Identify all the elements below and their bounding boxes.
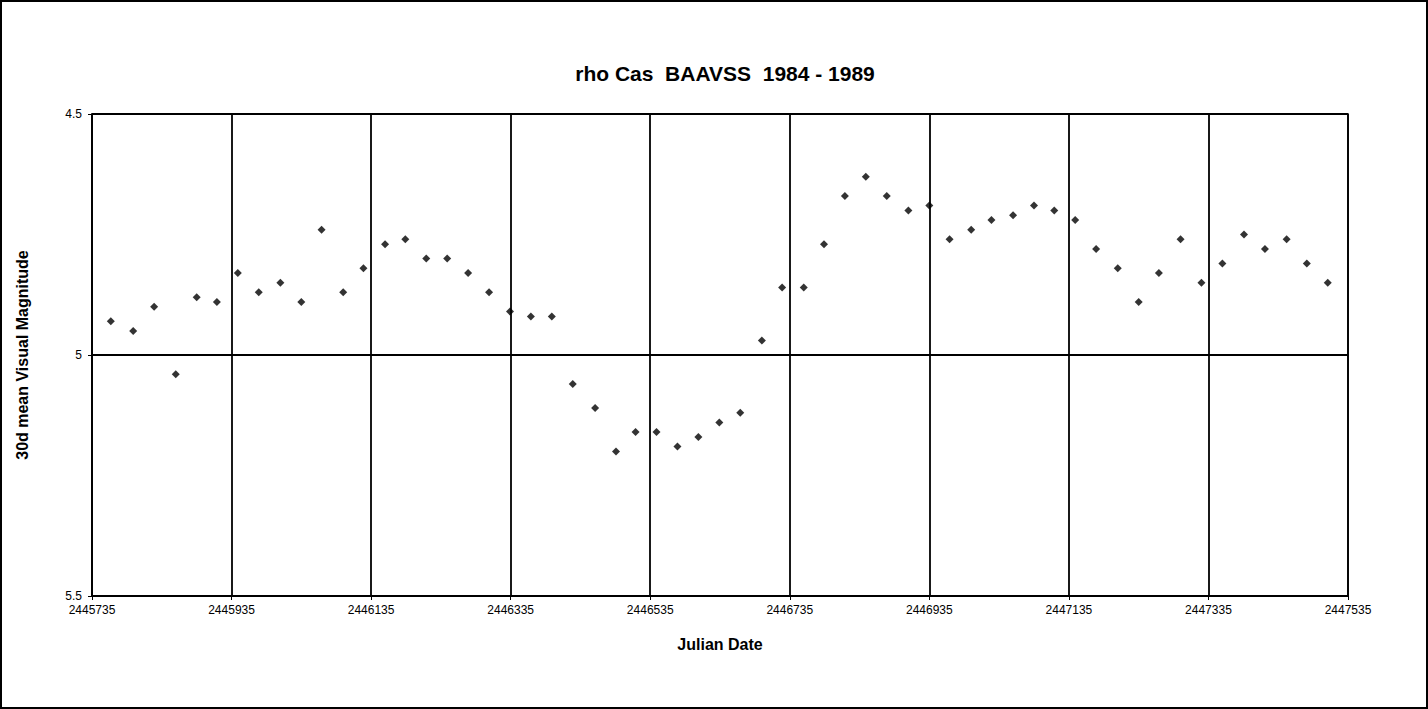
- svg-text:5.5: 5.5: [65, 589, 82, 603]
- svg-text:Julian Date: Julian Date: [677, 636, 762, 653]
- svg-text:4.5: 4.5: [65, 107, 82, 121]
- svg-text:30d mean Visual Magnitude: 30d mean Visual Magnitude: [14, 250, 31, 460]
- svg-text:2446935: 2446935: [906, 603, 953, 617]
- svg-text:2446135: 2446135: [348, 603, 395, 617]
- svg-text:rho Cas BAAVSS 1984 - 1989: rho Cas BAAVSS 1984 - 1989: [575, 62, 875, 85]
- svg-text:2446735: 2446735: [766, 603, 813, 617]
- svg-text:2446335: 2446335: [487, 603, 534, 617]
- svg-text:2446535: 2446535: [627, 603, 674, 617]
- svg-text:2447535: 2447535: [1325, 603, 1372, 617]
- svg-text:2445935: 2445935: [208, 603, 255, 617]
- svg-text:2445735: 2445735: [69, 603, 116, 617]
- svg-text:2447135: 2447135: [1046, 603, 1093, 617]
- svg-text:5: 5: [75, 348, 82, 362]
- svg-text:2447335: 2447335: [1185, 603, 1232, 617]
